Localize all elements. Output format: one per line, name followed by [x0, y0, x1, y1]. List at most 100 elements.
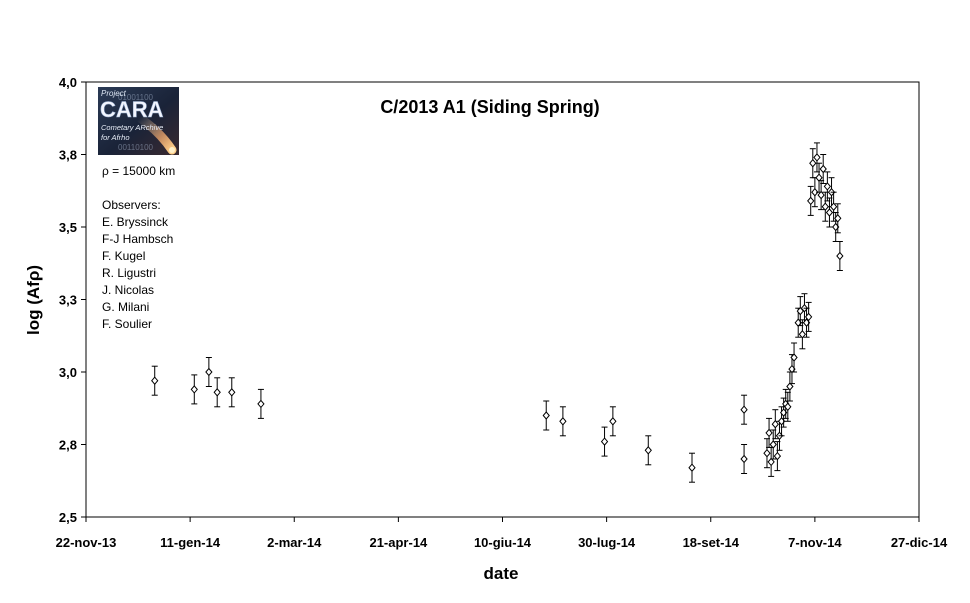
y-tick-label: 3,8 [59, 148, 77, 163]
diamond-marker [811, 187, 819, 197]
rho-label: ρ = 15000 km [102, 164, 175, 178]
diamond-marker [257, 399, 265, 409]
data-point [740, 444, 748, 474]
data-point [786, 371, 794, 402]
observer-name: G. Milani [102, 300, 149, 314]
x-axis-title: date [484, 564, 519, 583]
y-tick-label: 3,3 [59, 293, 77, 308]
data-point [807, 185, 815, 216]
data-point [767, 446, 775, 477]
diamond-marker [151, 376, 159, 385]
data-point [784, 391, 792, 422]
y-axis-title: log (Afρ) [24, 265, 43, 335]
data-point [609, 406, 617, 437]
observer-name: R. Ligustri [102, 266, 156, 280]
observers-heading: Observers: [102, 198, 161, 212]
data-point [600, 426, 609, 457]
data-point [542, 400, 550, 431]
x-tick-label: 10-giu-14 [474, 535, 532, 550]
data-point [836, 241, 844, 271]
observer-name: F. Kugel [102, 249, 145, 263]
diamond-marker [740, 454, 748, 464]
diamond-marker [763, 448, 771, 458]
data-point [823, 171, 832, 202]
diamond-marker [609, 417, 617, 426]
data-point [763, 438, 771, 469]
data-point [765, 417, 773, 448]
diamond-marker [559, 417, 567, 426]
observer-name: F-J Hambsch [102, 232, 173, 246]
diamond-marker [213, 388, 221, 397]
observer-name: J. Nicolas [102, 283, 154, 297]
data-point [688, 452, 696, 483]
diamond-marker [790, 353, 798, 362]
diamond-marker [771, 419, 779, 429]
plot-area [85, 81, 920, 518]
diamond-marker [813, 153, 821, 162]
data-point [205, 357, 213, 387]
y-tick-label: 2,5 [59, 510, 77, 525]
data-point [804, 301, 813, 332]
logo-line1: Cometary ARchive [101, 123, 163, 132]
data-point [813, 142, 821, 173]
x-tick-label: 7-nov-14 [788, 535, 842, 550]
x-tick-label: 22-nov-13 [56, 535, 117, 550]
diamond-marker [821, 202, 829, 211]
diamond-marker [815, 173, 823, 182]
data-point [825, 197, 834, 228]
diamond-marker [836, 251, 844, 261]
diamond-marker [829, 202, 838, 211]
x-tick-label: 11-gen-14 [160, 535, 221, 550]
svg-text:00110100: 00110100 [118, 143, 154, 152]
diamond-marker [228, 388, 236, 397]
y-tick-label: 2,8 [59, 438, 77, 453]
diamond-marker [765, 428, 773, 438]
y-tick-label: 3,5 [59, 220, 77, 235]
diamond-marker [809, 158, 817, 168]
diamond-marker [786, 382, 794, 391]
observers-list: E. Bryssinck F-J Hambsch F. Kugel R. Ligust… [102, 215, 173, 331]
y-tick-label: 4,0 [59, 75, 77, 90]
data-point [815, 162, 823, 193]
diamond-marker [190, 385, 198, 394]
diamond-marker [740, 405, 748, 414]
diamond-marker [804, 312, 813, 322]
data-point [821, 191, 829, 222]
x-tick-label: 30-lug-14 [578, 535, 636, 550]
cara-logo: 01001100 00110100 Project CARA Cometary … [98, 87, 179, 155]
data-point [190, 374, 198, 405]
x-axis: 22-nov-13 11-gen-14 2-mar-14 21-apr-14 10-gi… [56, 517, 948, 550]
diamond-marker [542, 411, 550, 420]
data-point [769, 429, 777, 460]
diamond-marker [798, 330, 807, 339]
svg-text:01001100: 01001100 [118, 93, 154, 102]
y-axis: 2,5 2,8 3,0 3,3 3,5 3,8 4,0 [59, 75, 86, 525]
x-tick-label: 21-apr-14 [369, 535, 428, 550]
data-point [213, 377, 221, 408]
data-point [788, 354, 796, 385]
diamond-marker [205, 367, 213, 377]
logo-name: CARA [100, 97, 164, 122]
data-series [151, 142, 844, 483]
diamond-marker [688, 463, 696, 472]
data-point [790, 342, 798, 373]
x-tick-label: 27-dic-14 [891, 535, 948, 550]
y-tick-label: 3,0 [59, 365, 77, 380]
diamond-marker [600, 437, 609, 446]
data-point [819, 154, 827, 184]
logo-line2: for Afrho [101, 133, 129, 142]
chart-title: C/2013 A1 (Siding Spring) [380, 97, 599, 117]
data-point [151, 365, 159, 396]
diamond-marker [769, 440, 777, 449]
data-point [773, 441, 782, 472]
diamond-marker [767, 457, 775, 467]
diamond-marker [807, 196, 815, 206]
diamond-marker [819, 164, 827, 174]
data-point [794, 307, 802, 338]
data-point [829, 191, 838, 222]
data-point [257, 388, 265, 419]
diamond-marker [784, 402, 792, 412]
logo-project: Project [101, 89, 127, 98]
diamond-marker [773, 451, 782, 461]
